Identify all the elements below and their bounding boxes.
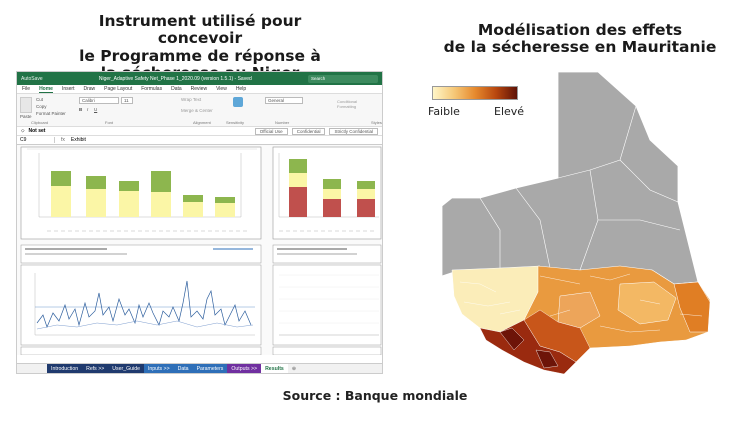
copy-button[interactable]: Copy <box>36 104 47 109</box>
wrap-text-button[interactable]: Wrap Text <box>181 97 202 102</box>
northern-region <box>441 71 699 285</box>
official-use-option[interactable]: Official Use <box>254 127 288 135</box>
worksheet-content <box>17 145 382 356</box>
styles-group-label: Styles <box>371 120 382 125</box>
map-legend: Faible Elevé <box>428 86 524 118</box>
font-group-label: Font <box>105 120 114 125</box>
not-set-label: Not set <box>28 128 46 134</box>
menu-review[interactable]: Review <box>190 86 208 92</box>
paste-icon[interactable] <box>20 97 32 113</box>
merge-center-button[interactable]: Merge & Center <box>181 108 213 113</box>
underline-icon[interactable]: U <box>94 107 98 112</box>
tab-results[interactable]: Results <box>261 364 288 373</box>
menu-view[interactable]: View <box>216 86 227 92</box>
tab-user-guide[interactable]: User_Guide <box>108 364 144 373</box>
menu-draw[interactable]: Draw <box>83 86 96 92</box>
right-title-line-1: Modélisation des effets <box>477 21 683 39</box>
legend-low-label: Faible <box>428 105 460 118</box>
add-sheet-icon[interactable]: ⊕ <box>291 365 297 372</box>
tab-refs[interactable]: Refs >> <box>82 364 109 373</box>
tab-nav-arrows[interactable] <box>17 364 47 373</box>
clipboard-group-label: Clipboard <box>31 120 49 125</box>
strictly-confidential-option[interactable]: Strictly Confidential <box>329 127 378 135</box>
paste-button[interactable]: Paste <box>20 114 32 119</box>
alignment-group-label: Alignment <box>193 120 211 125</box>
bar-chart-right <box>272 146 382 240</box>
bold-icon[interactable]: B <box>79 107 83 112</box>
name-box[interactable]: C9 <box>17 137 55 143</box>
number-format-box[interactable]: General <box>265 97 303 104</box>
search-box[interactable]: Search <box>308 74 378 83</box>
tab-introduction[interactable]: Introduction <box>47 364 83 373</box>
worksheet[interactable] <box>17 145 382 365</box>
excel-screenshot: AutoSave Niger_Adaptive Safety Net_Phase… <box>16 71 383 374</box>
number-format-value: General <box>268 98 285 103</box>
file-name: Niger_Adaptive Safety Net_Phase 1_2020.0… <box>98 75 252 82</box>
formula-bar: C9 fx Exhibit <box>17 136 382 145</box>
mauritania-drought-map <box>441 71 711 375</box>
sensitivity-icon[interactable] <box>233 97 243 107</box>
font-size-value: 11 <box>124 98 129 103</box>
tag-icon: ⬦ <box>21 128 25 134</box>
menu-file[interactable]: File <box>22 86 31 92</box>
confidential-option[interactable]: Confidential <box>291 127 326 135</box>
font-name-value: Calibri <box>82 98 95 103</box>
tab-outputs[interactable]: Outputs >> <box>227 364 262 373</box>
left-title-line-1: Instrument utilisé pour concevoir <box>98 12 302 48</box>
number-group-label: Number <box>275 120 290 125</box>
italic-icon[interactable]: I <box>87 107 89 112</box>
excel-ribbon: Paste Cut Copy Format Painter Clipboard … <box>17 94 382 127</box>
fx-icon: fx <box>61 137 65 143</box>
bar-chart-left <box>20 146 262 240</box>
tab-parameters[interactable]: Parameters <box>192 364 228 373</box>
tab-inputs[interactable]: Inputs >> <box>143 364 174 373</box>
autosave-label[interactable]: AutoSave <box>21 75 43 82</box>
menu-home[interactable]: Home <box>39 85 53 93</box>
excel-menu: File Home Insert Draw Page Layout Formul… <box>17 85 382 94</box>
source-caption: Source : Banque mondiale <box>282 388 468 403</box>
sheet-tabs: Introduction Refs >> User_Guide Inputs >… <box>17 363 382 373</box>
formula-input[interactable]: Exhibit <box>70 137 86 143</box>
excel-title-bar: AutoSave Niger_Adaptive Safety Net_Phase… <box>17 72 382 85</box>
font-size-box[interactable]: 11 <box>121 97 133 104</box>
menu-help[interactable]: Help <box>235 86 247 92</box>
legend-high-label: Elevé <box>494 105 525 118</box>
line-chart-left <box>20 264 262 346</box>
conditional-formatting-button[interactable]: Conditional Formatting <box>337 99 358 109</box>
menu-insert[interactable]: Insert <box>61 86 75 92</box>
font-name-box[interactable]: Calibri <box>79 97 119 104</box>
menu-formulas[interactable]: Formulas <box>141 86 163 92</box>
cut-button[interactable]: Cut <box>36 97 44 102</box>
menu-data[interactable]: Data <box>171 86 182 92</box>
line-chart-right <box>272 264 382 346</box>
right-title: Modélisation des effets de la sécheresse… <box>440 21 720 57</box>
format-painter-button[interactable]: Format Painter <box>36 111 66 116</box>
sensitivity-group-label: Sensitivity <box>226 120 245 125</box>
sensitivity-info-bar: ⬦ Not set Official Use Confidential Stri… <box>17 127 382 136</box>
tab-data[interactable]: Data <box>173 364 193 373</box>
right-title-line-2: de la sécheresse en Mauritanie <box>443 38 717 57</box>
legend-color-bar <box>432 86 518 100</box>
left-title-line-2: le Programme de réponse à <box>79 46 321 65</box>
menu-page-layout[interactable]: Page Layout <box>104 86 133 92</box>
